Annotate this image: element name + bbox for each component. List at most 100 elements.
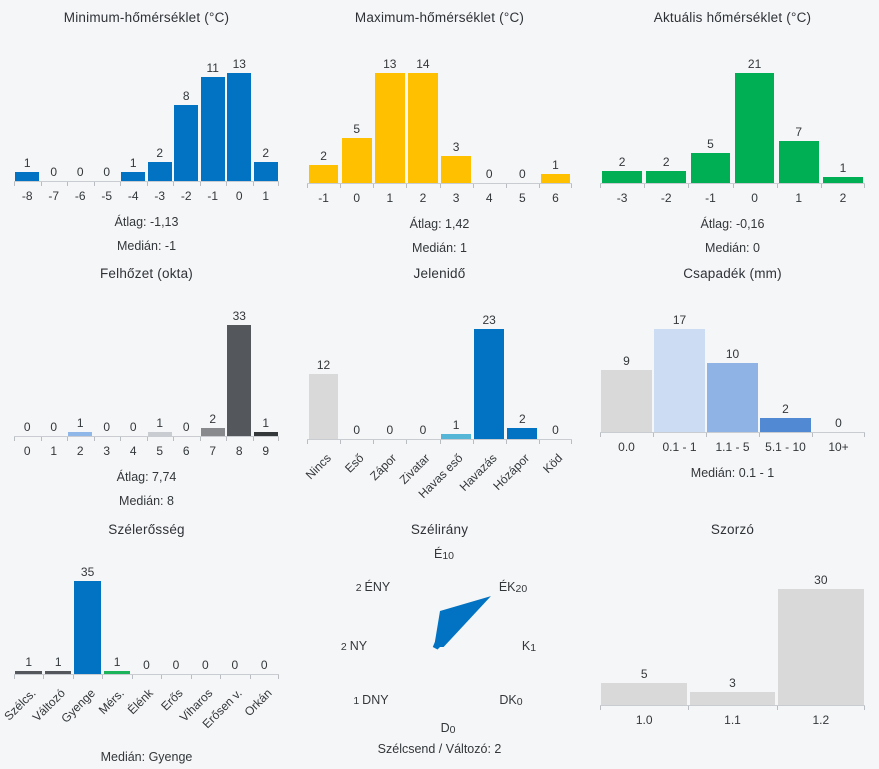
bar-value-label: 35 — [80, 565, 95, 579]
x-axis — [14, 436, 279, 442]
x-tick-label-text: 3 — [452, 191, 460, 205]
x-tick-labels: Szélcs. Változó Gyenge Mérs. Élénk Erős Viharo… — [1, 680, 279, 740]
bar-column: 0 — [373, 314, 406, 439]
bar-column: 12 — [307, 314, 340, 439]
x-tick-label: -1 — [200, 187, 227, 205]
x-tick-labels: -1 0 1 2 3 4 5 6 — [307, 189, 572, 207]
bar-value-label: 13 — [383, 57, 397, 71]
x-tick-label-text: 1 — [795, 191, 803, 205]
x-axis — [600, 183, 865, 189]
bar-column: 3 — [688, 574, 776, 705]
x-tick-label-text: 2 — [839, 191, 847, 205]
x-tick-label: 2 — [406, 189, 439, 207]
x-tick-label: 0 — [733, 189, 777, 207]
bar — [200, 77, 225, 181]
axis-tick — [406, 184, 408, 188]
bar-value-label: 33 — [232, 309, 246, 323]
x-tick-label: Élénk — [125, 680, 161, 740]
chart-title: Jelenidő — [413, 266, 466, 281]
bar — [706, 363, 759, 432]
x-tick-label: 1 — [41, 442, 68, 460]
x-tick-label-text: -1 — [207, 189, 219, 203]
chart-stats: Átlag: 1,42 Medián: 1 — [293, 212, 586, 260]
axis-tick — [278, 675, 279, 679]
bar — [689, 692, 776, 705]
bar — [68, 432, 93, 436]
bar — [103, 671, 131, 674]
plot-area: 2 2 5 21 7 1 — [600, 58, 865, 183]
bar-value-label: 1 — [452, 418, 460, 432]
bar-value-label: 3 — [729, 676, 736, 690]
bar-column: 1 — [14, 58, 41, 181]
x-tick-label: -4 — [120, 187, 147, 205]
bar — [823, 177, 863, 183]
x-tick-label: 0 — [340, 189, 373, 207]
x-tick-label: 3 — [440, 189, 473, 207]
x-tick-label: 0 — [14, 442, 41, 460]
bar-value-label: 0 — [835, 416, 842, 430]
x-tick-label: -1 — [307, 189, 340, 207]
axis-tick — [600, 433, 601, 437]
x-tick-label-text: Eső — [342, 451, 367, 476]
axis-tick — [72, 675, 74, 679]
x-tick-label-text: 5 — [156, 444, 164, 458]
bar-column: 0 — [132, 566, 161, 674]
wind-direction-label: K1 — [521, 639, 535, 654]
bar-column: 0 — [191, 566, 220, 674]
axis-tick — [307, 440, 308, 444]
axis-tick — [146, 437, 148, 441]
x-tick-labels: Nincs Eső Zápor Zivatar Havas eső Havazás Hózá… — [302, 445, 572, 505]
bar-value-label: 0 — [103, 420, 111, 434]
bar — [15, 671, 42, 674]
bar-value-label: 8 — [182, 89, 190, 103]
bar-value-label: 1 — [552, 158, 559, 172]
bar-column: 13 — [373, 58, 406, 183]
axis-tick — [571, 440, 572, 444]
axis-tick — [505, 184, 507, 188]
bar — [341, 138, 372, 183]
bar-column: 1 — [67, 310, 94, 436]
x-axis — [600, 705, 865, 711]
bar-column: 0 — [41, 310, 68, 436]
axis-tick — [653, 433, 654, 437]
chart-present-weather: Jelenidő 12 0 0 0 1 23 2 0 Nincs Eső Zápor Zivatar… — [293, 256, 586, 512]
axis-tick — [199, 182, 201, 186]
x-tick-label: 1 — [777, 189, 821, 207]
wind-direction-label: É10 — [433, 546, 453, 562]
bar-value-label: 0 — [202, 658, 209, 672]
bar-value-label: 1 — [262, 416, 270, 430]
bar-value-label: 13 — [232, 57, 246, 71]
bar — [74, 581, 101, 674]
bar-value-label: 1 — [156, 416, 164, 430]
chart-title: Csapadék (mm) — [683, 266, 782, 281]
bar-column: 0 — [173, 310, 200, 436]
bar — [601, 683, 687, 705]
bar — [374, 73, 405, 183]
chart-stats: Medián: Gyenge — [0, 745, 293, 769]
bar-column: 0 — [14, 310, 41, 436]
stat-line: Medián: 8 — [119, 494, 174, 508]
x-tick-label: 1.0 — [600, 711, 688, 729]
x-tick-label-text: 1.2 — [812, 713, 830, 727]
wind-direction-label: 2 NY — [340, 639, 367, 653]
axis-tick — [120, 182, 121, 186]
bar-column: 0 — [120, 310, 147, 436]
bar-value-label: 0 — [518, 167, 526, 181]
axis-tick — [307, 184, 308, 188]
x-tick-label: -1 — [688, 189, 732, 207]
axis-tick — [439, 440, 441, 444]
x-tick-label-text: -7 — [48, 189, 60, 203]
plot-area: 1 0 0 0 1 2 8 11 13 2 — [14, 58, 279, 181]
bar — [690, 153, 731, 183]
x-tick-label-text: 1.0 — [635, 713, 653, 727]
bar — [602, 171, 642, 183]
stat-line: Medián: 0 — [705, 241, 760, 255]
axis-tick — [373, 440, 375, 444]
axis-tick — [688, 184, 690, 188]
chart-title: Minimum-hőmérséklet (°C) — [63, 10, 230, 25]
bar-column: 1 — [253, 310, 280, 436]
x-tick-label: -5 — [94, 187, 121, 205]
axis-tick — [226, 182, 227, 186]
bar-value-label: 21 — [747, 57, 762, 71]
chart-stats: Medián: 0.1 - 1 — [586, 461, 879, 485]
